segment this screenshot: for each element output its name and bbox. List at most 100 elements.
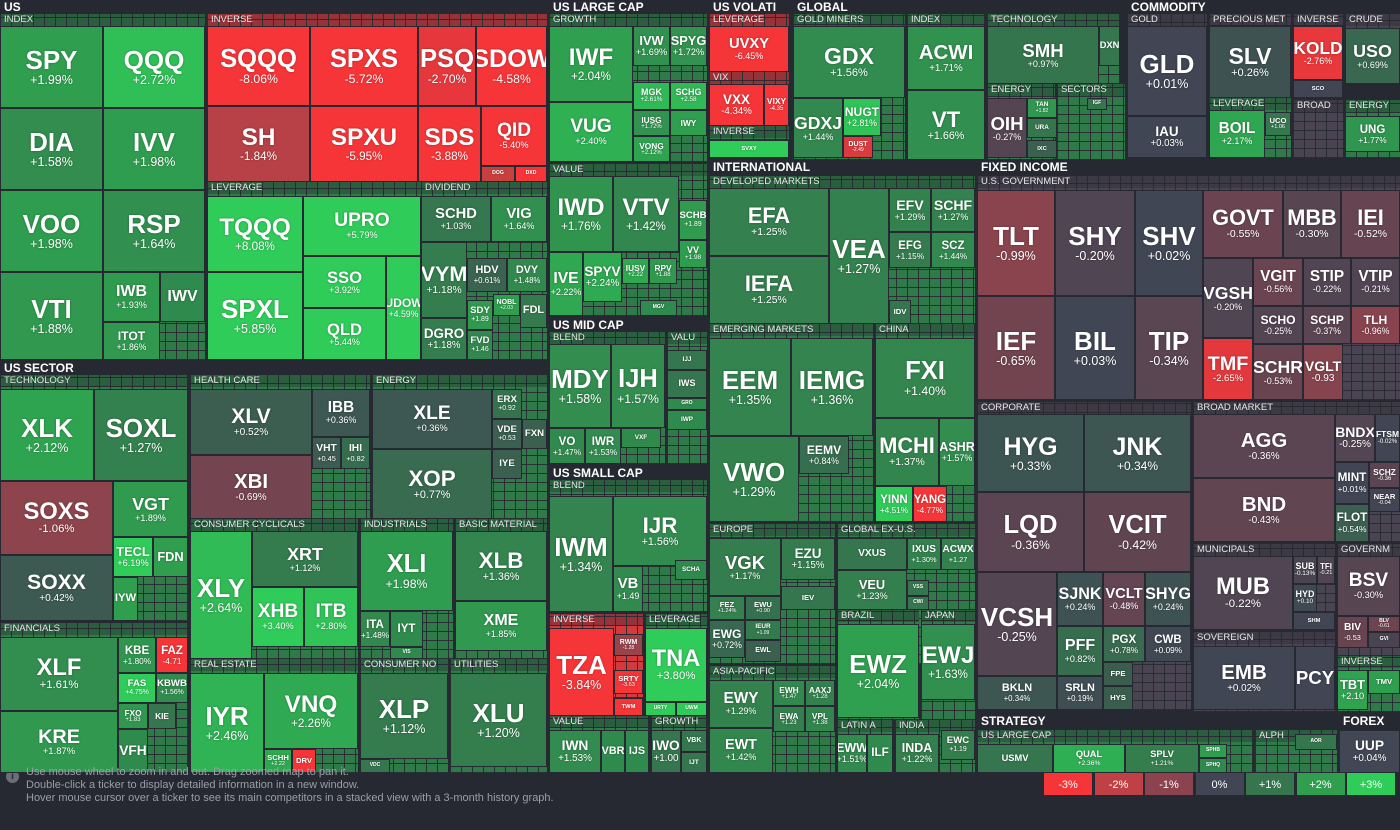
ticker-tile[interactable]: UWM [676,702,707,716]
ticker-tile[interactable]: IJJ [667,350,707,370]
ticker-tile[interactable]: VIXY -4.35 [764,84,789,126]
ticker-tile[interactable]: VDE +0.53 [492,419,522,449]
ticker-tile[interactable]: SH -1.84% [207,106,310,182]
ticker-tile[interactable]: VV +1.98 [679,240,707,268]
ticker-tile[interactable]: LQD -0.36% [977,492,1084,572]
ticker-tile[interactable]: VXX -4.34% [709,84,764,126]
ticker-tile[interactable]: VFH [118,729,148,773]
ticker-tile[interactable]: MCHI +1.37% [875,418,939,486]
ticker-tile[interactable]: HYG +0.33% [977,414,1084,492]
ticker-tile[interactable]: SPHB [1199,744,1227,758]
ticker-tile[interactable]: URTY [645,702,676,716]
ticker-tile[interactable]: VGT +1.89% [113,481,188,537]
ticker-tile[interactable]: BKLN +0.34% [977,676,1057,710]
ticker-tile[interactable]: ITA +1.48% [360,611,390,647]
ticker-tile[interactable]: SCHP -0.37% [1303,306,1351,344]
ticker-tile[interactable]: UCO +1.06 [1265,112,1291,136]
ticker-tile[interactable]: IVE +2.22% [549,252,583,316]
ticker-tile[interactable]: DIA +1.58% [0,108,103,190]
ticker-tile[interactable]: IWR +1.53% [585,428,621,464]
ticker-tile[interactable]: USO +0.69% [1345,28,1400,84]
ticker-tile[interactable]: DVY +1.48% [507,258,547,292]
ticker-tile[interactable]: BSV -0.30% [1337,556,1400,616]
ticker-tile[interactable]: CWI [907,596,929,610]
ticker-tile[interactable]: SCHD +1.03% [421,196,491,242]
ticker-tile[interactable]: SPYV +2.24% [583,252,622,302]
ticker-tile[interactable]: EEMV +0.84% [799,436,849,474]
ticker-tile[interactable]: VEA +1.27% [829,188,889,324]
ticker-tile[interactable]: EWZ +2.04% [837,624,919,718]
ticker-tile[interactable]: SCHZ -0.36 [1369,462,1400,488]
ticker-tile[interactable]: VGLT -0.93 [1303,344,1343,400]
ticker-tile[interactable]: TZA -3.84% [549,628,614,716]
ticker-tile[interactable]: SCHA [675,560,707,580]
ticker-tile[interactable]: EWC +1.19 [941,730,975,760]
ticker-tile[interactable]: SPYG +1.72% [670,26,707,66]
ticker-tile[interactable]: SPLV +1.21% [1125,744,1199,773]
ticker-tile[interactable]: VTI +1.88% [0,272,103,360]
ticker-tile[interactable]: IGF [1087,98,1107,110]
ticker-tile[interactable]: USMV [977,744,1053,773]
ticker-tile[interactable]: TBT +2.10 [1337,670,1368,710]
ticker-tile[interactable]: EWL [745,640,781,662]
ticker-tile[interactable]: VGK +1.17% [709,538,781,596]
ticker-tile[interactable]: TFI -0.21 [1317,556,1335,584]
ticker-tile[interactable]: IYW [113,577,138,621]
ticker-tile[interactable]: SDS -3.88% [418,106,481,182]
ticker-tile[interactable]: RWM -1.28 [614,634,643,656]
ticker-tile[interactable]: PCY [1295,646,1335,710]
ticker-tile[interactable]: SPXU -5.95% [310,106,418,182]
ticker-tile[interactable]: IJR +1.56% [613,496,707,566]
ticker-tile[interactable]: DRV [292,749,316,773]
ticker-tile[interactable]: KBE +1.80% [118,637,156,673]
ticker-tile[interactable]: IYR +2.46% [190,673,264,773]
ticker-tile[interactable]: EWG +0.72% [709,620,745,658]
ticker-tile[interactable]: MGV [640,300,677,316]
ticker-tile[interactable]: SCHR -0.53% [1253,344,1303,400]
ticker-tile[interactable]: IWN +1.53% [549,730,601,773]
ticker-tile[interactable]: EWJ +1.63% [921,624,975,700]
ticker-tile[interactable]: ACWX +1.27 [941,538,975,570]
ticker-tile[interactable]: XLB +1.36% [455,531,547,601]
ticker-tile[interactable]: KBWB +1.56% [156,673,188,703]
ticker-tile[interactable]: IYT [390,611,423,647]
ticker-tile[interactable]: HYS [1103,686,1133,710]
ticker-tile[interactable]: SLV +0.26% [1209,26,1291,98]
ticker-tile[interactable]: PGX +0.78% [1103,626,1145,662]
ticker-tile[interactable]: VB +1.49 [613,566,643,612]
ticker-tile[interactable]: SHM [1293,612,1335,630]
ticker-tile[interactable]: BNDX -0.25% [1335,414,1375,462]
ticker-tile[interactable]: SQQQ -8.06% [207,26,310,106]
ticker-tile[interactable]: MBB -0.30% [1283,190,1341,258]
ticker-tile[interactable]: TQQQ +8.08% [207,196,303,272]
ticker-tile[interactable]: FDL [520,294,547,328]
ticker-tile[interactable]: VXUS [837,538,907,570]
ticker-tile[interactable]: GDX +1.56% [793,26,905,98]
ticker-tile[interactable]: QLD +5.44% [303,308,386,360]
ticker-tile[interactable]: UVXY -6.45% [709,26,789,72]
ticker-tile[interactable]: IJS [625,730,649,773]
ticker-tile[interactable]: TNA +3.80% [645,628,707,702]
ticker-tile[interactable]: DXD [515,166,547,182]
ticker-tile[interactable]: BIL +0.03% [1055,296,1135,400]
ticker-tile[interactable]: KIE [148,703,176,729]
ticker-tile[interactable]: EFV +1.29% [889,188,931,232]
ticker-tile[interactable]: EWA +1.23 [773,706,805,732]
ticker-tile[interactable]: IXC [1027,140,1057,158]
ticker-tile[interactable]: PSQ -2.70% [418,26,476,106]
ticker-tile[interactable]: IWB +1.93% [103,272,160,322]
ticker-tile[interactable]: VUG +2.40% [549,102,633,162]
ticker-tile[interactable]: IWS [667,370,707,398]
ticker-tile[interactable]: IWP [667,410,707,430]
ticker-tile[interactable]: HDV +0.61% [467,258,507,292]
ticker-tile[interactable]: NUGT +2.81% [843,98,881,136]
ticker-tile[interactable]: FVD +1.46 [467,330,493,360]
ticker-tile[interactable]: DGRO +1.18% [421,318,467,360]
ticker-tile[interactable]: EWH +1.47 [773,680,805,706]
ticker-tile[interactable]: IWM +1.34% [549,496,613,612]
ticker-tile[interactable]: VEU +1.23% [837,570,907,610]
ticker-tile[interactable]: VYM +1.18% [421,242,467,318]
ticker-tile[interactable]: SJNK +0.24% [1057,572,1103,626]
ticker-tile[interactable]: VCSH -0.25% [977,572,1057,676]
ticker-tile[interactable]: TLT -0.99% [977,190,1055,296]
